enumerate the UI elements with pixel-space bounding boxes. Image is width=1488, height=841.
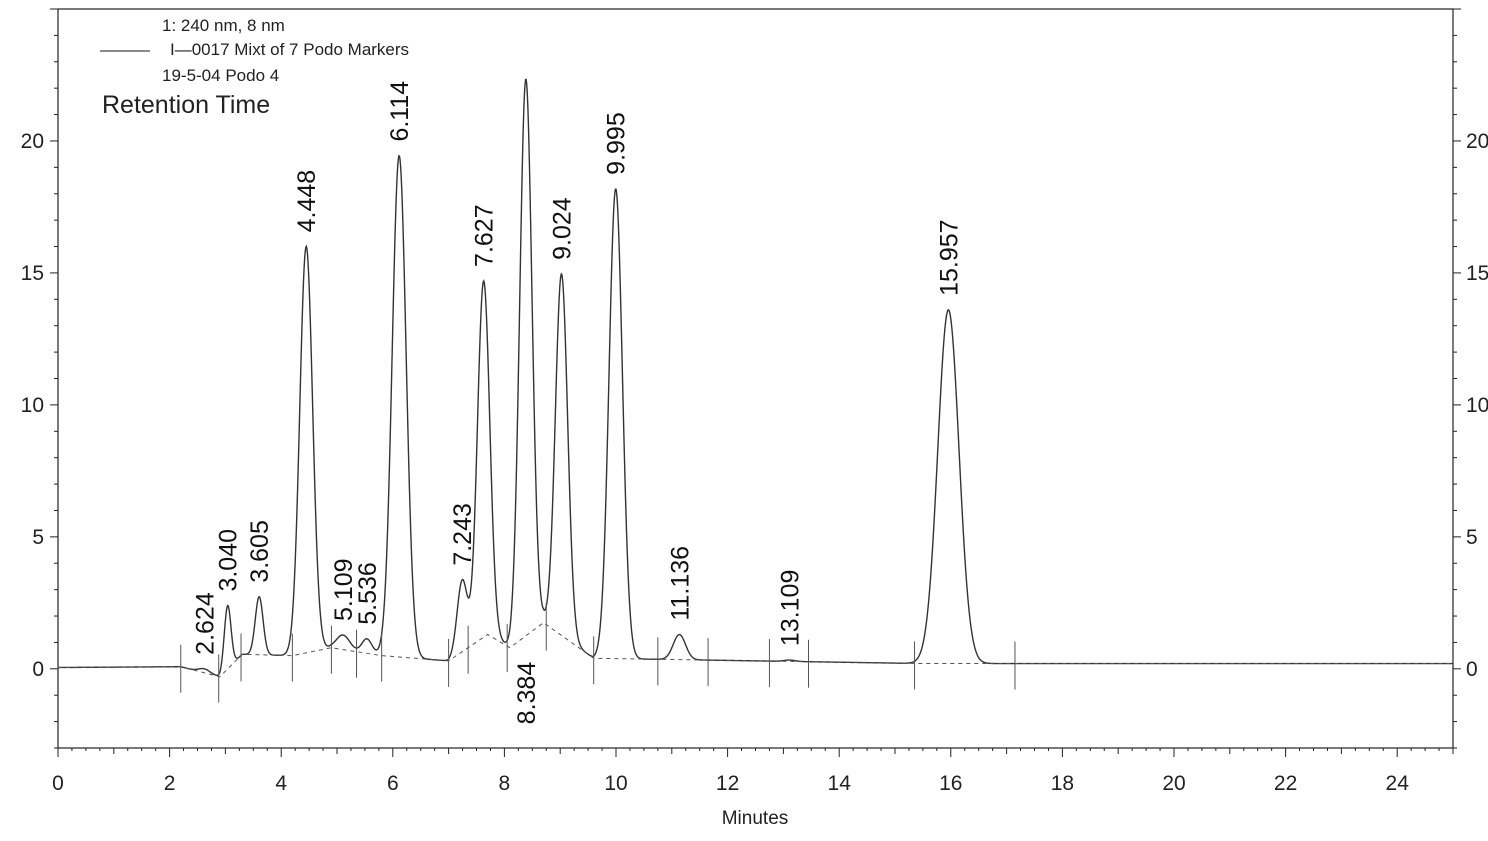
y-tick-label-right: 15	[1466, 262, 1488, 285]
legend-wavelength: 1: 240 nm, 8 nm	[162, 16, 285, 35]
y-tick-label-left: 15	[21, 262, 44, 285]
peak-label: 3.605	[246, 520, 274, 583]
peak-label: 7.243	[449, 503, 477, 566]
legend: 1: 240 nm, 8 nm I—0017 Mixt of 7 Podo Ma…	[100, 16, 409, 119]
peak-label: 11.136	[666, 546, 694, 621]
x-tick-label: 12	[716, 772, 739, 795]
retention-time-title: Retention Time	[102, 91, 270, 119]
peak-label: 8.384	[513, 662, 541, 725]
x-tick-label: 18	[1051, 772, 1074, 795]
y-tick-label-left: 0	[32, 658, 44, 681]
x-tick-label: 6	[387, 772, 399, 795]
x-tick-label: 24	[1386, 772, 1410, 795]
x-tick-label: 14	[828, 772, 852, 795]
x-tick-label: 8	[499, 772, 511, 795]
y-tick-label-right: 20	[1466, 130, 1488, 153]
x-axis-label: Minutes	[722, 808, 789, 829]
trace-layer	[57, 78, 1453, 678]
y-tick-label-left: 20	[21, 130, 44, 153]
legend-run-id: 19-5-04 Podo 4	[162, 66, 279, 85]
x-tick-label: 16	[939, 772, 962, 795]
peak-label: 9.024	[549, 197, 577, 260]
plot-frame	[57, 8, 1454, 749]
y-tick-label-right: 5	[1466, 526, 1478, 549]
peak-label: 2.624	[191, 592, 219, 655]
x-tick-label: 10	[604, 772, 627, 795]
x-tick-label: 2	[164, 772, 176, 795]
y-tick-label-left: 10	[21, 394, 44, 417]
integration-baseline	[57, 622, 1453, 678]
y-tick-label-right: 10	[1466, 394, 1488, 417]
x-tick-label: 22	[1274, 772, 1297, 795]
peak-label: 13.109	[776, 570, 804, 646]
peak-label: 3.040	[215, 529, 243, 592]
integration-markers	[180, 602, 1016, 703]
peak-label: 5.536	[354, 562, 382, 625]
y-tick-label-right: 0	[1466, 658, 1478, 681]
peak-label: 4.448	[293, 170, 321, 233]
x-tick-label: 20	[1162, 772, 1185, 795]
peak-label: 6.114	[386, 81, 414, 142]
plot-border	[57, 8, 1454, 749]
legend-sample-name: I—0017 Mixt of 7 Podo Markers	[170, 40, 409, 59]
peak-label: 9.995	[603, 112, 631, 175]
chromatogram-trace	[58, 78, 1453, 676]
peak-label: 15.957	[935, 219, 963, 295]
y-tick-label-left: 5	[32, 526, 44, 549]
peak-label: 5.109	[330, 558, 358, 621]
x-tick-label: 0	[52, 772, 64, 795]
x-tick-label: 4	[275, 772, 287, 795]
peak-label: 7.627	[471, 204, 499, 267]
